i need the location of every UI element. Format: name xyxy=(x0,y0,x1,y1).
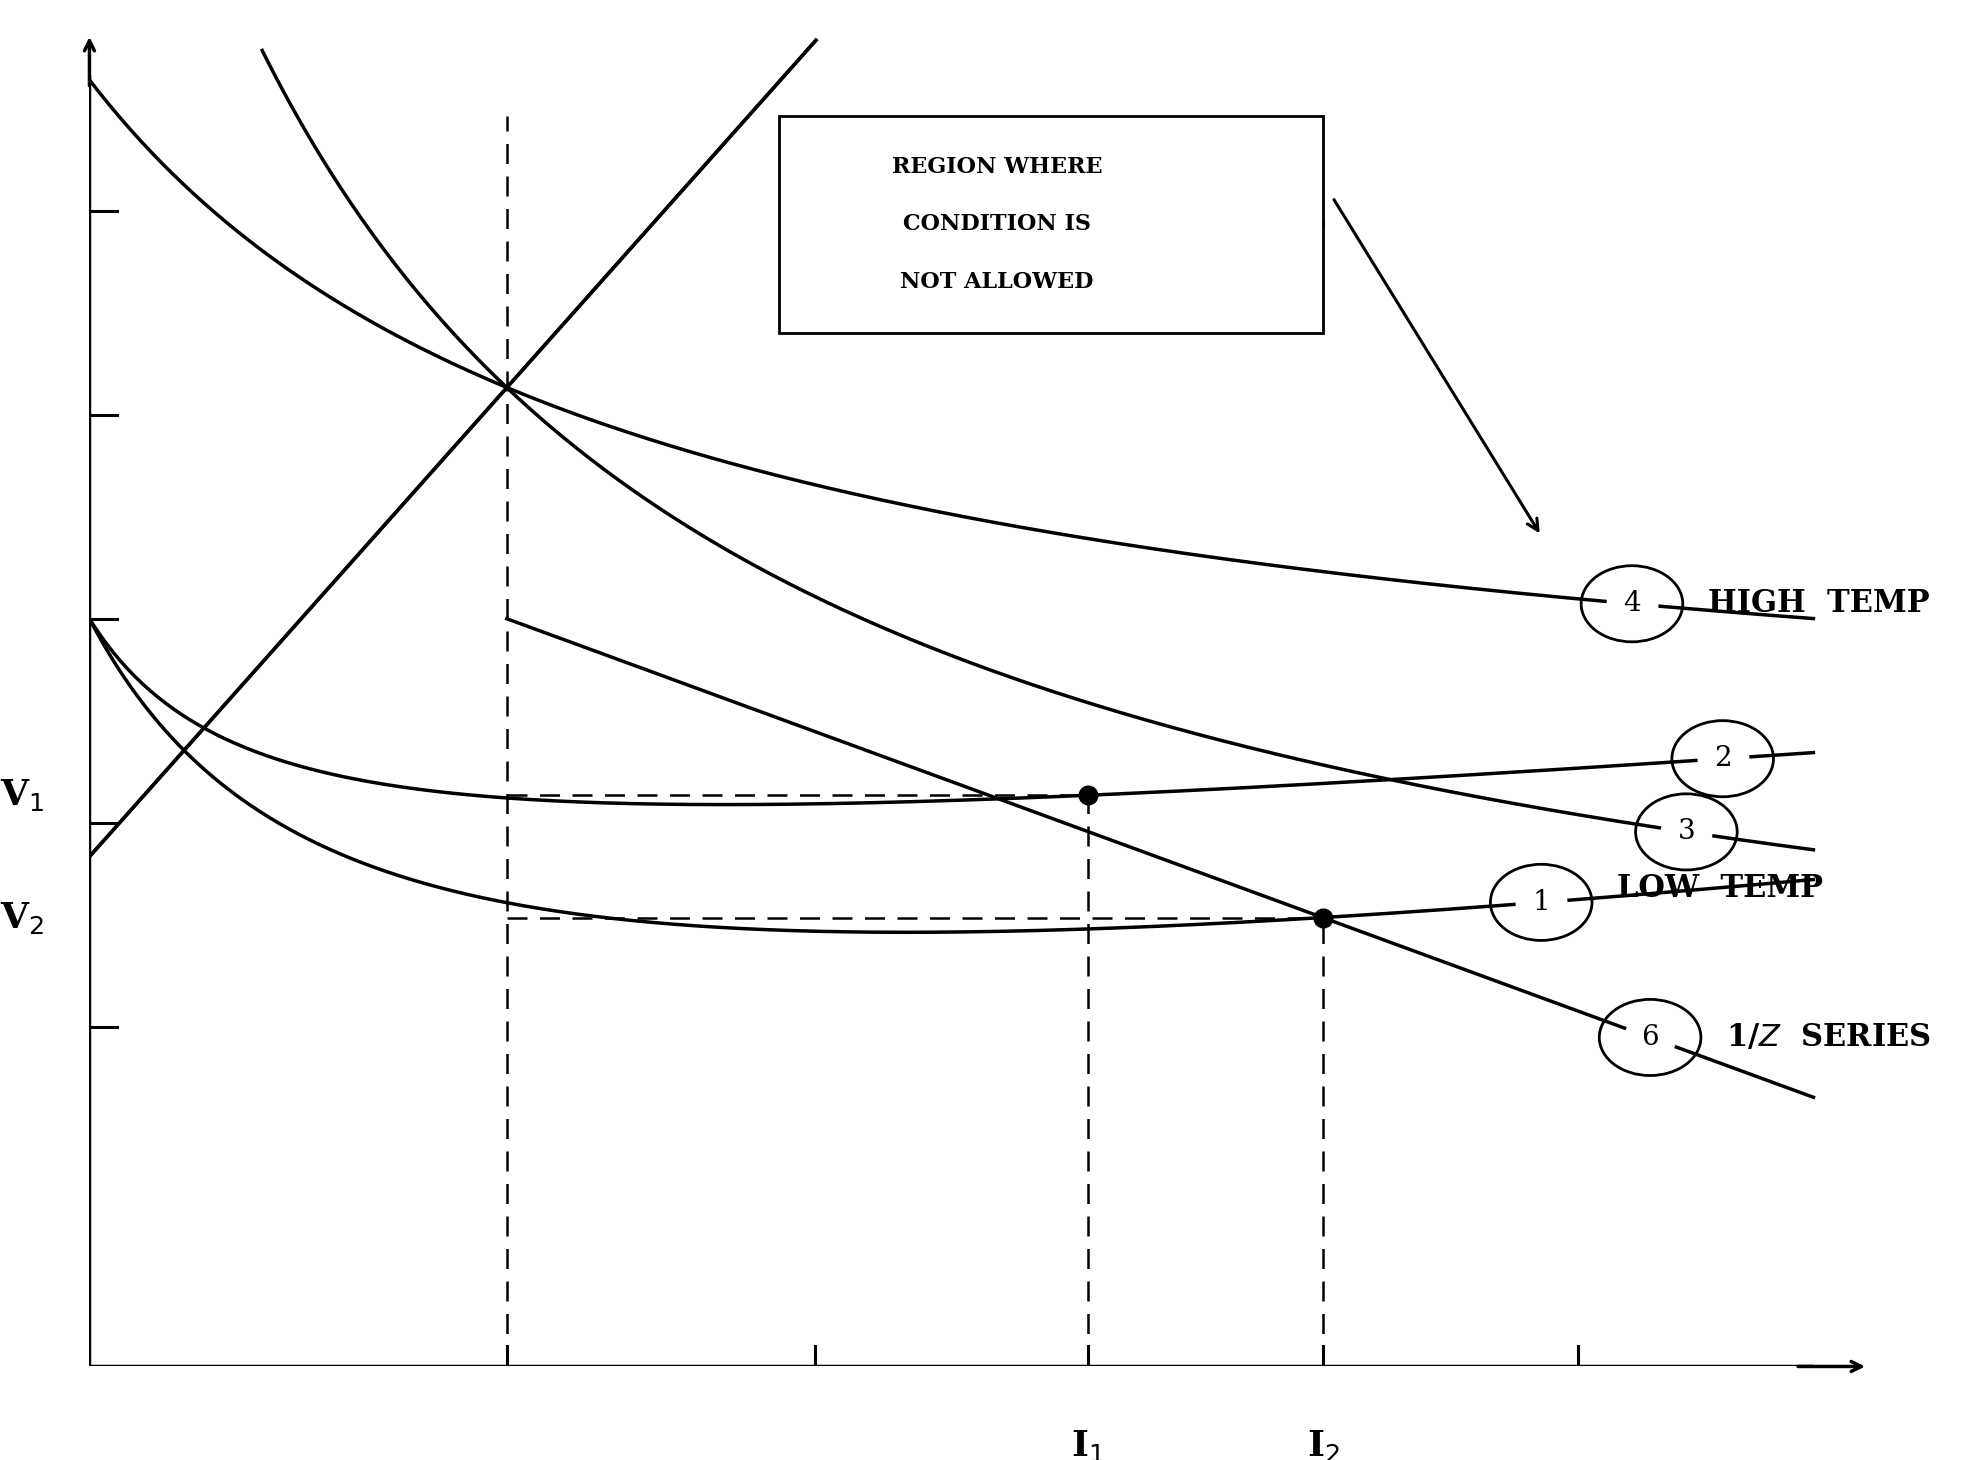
Point xyxy=(1307,907,1338,930)
Text: V$_1$: V$_1$ xyxy=(0,778,43,813)
Text: I$_1$: I$_1$ xyxy=(1071,1428,1104,1460)
Text: HIGH  TEMP: HIGH TEMP xyxy=(1708,588,1931,619)
Text: 7: 7 xyxy=(1263,210,1281,238)
Text: LOW  TEMP: LOW TEMP xyxy=(1618,873,1824,904)
Text: 1: 1 xyxy=(1533,889,1551,915)
Text: 4: 4 xyxy=(1624,590,1641,618)
Text: 6: 6 xyxy=(1641,1023,1659,1051)
Text: V$_2$: V$_2$ xyxy=(0,899,43,936)
Text: CONDITION IS: CONDITION IS xyxy=(903,213,1090,235)
Text: REGION WHERE: REGION WHERE xyxy=(892,156,1102,178)
Point xyxy=(1073,784,1104,807)
FancyBboxPatch shape xyxy=(779,115,1322,333)
Text: 2: 2 xyxy=(1714,745,1732,772)
Text: NOT ALLOWED: NOT ALLOWED xyxy=(899,270,1094,292)
Text: I$_2$: I$_2$ xyxy=(1307,1428,1340,1460)
Text: 3: 3 xyxy=(1677,819,1694,845)
Text: 1/$\it{Z}$  SERIES: 1/$\it{Z}$ SERIES xyxy=(1726,1022,1931,1053)
